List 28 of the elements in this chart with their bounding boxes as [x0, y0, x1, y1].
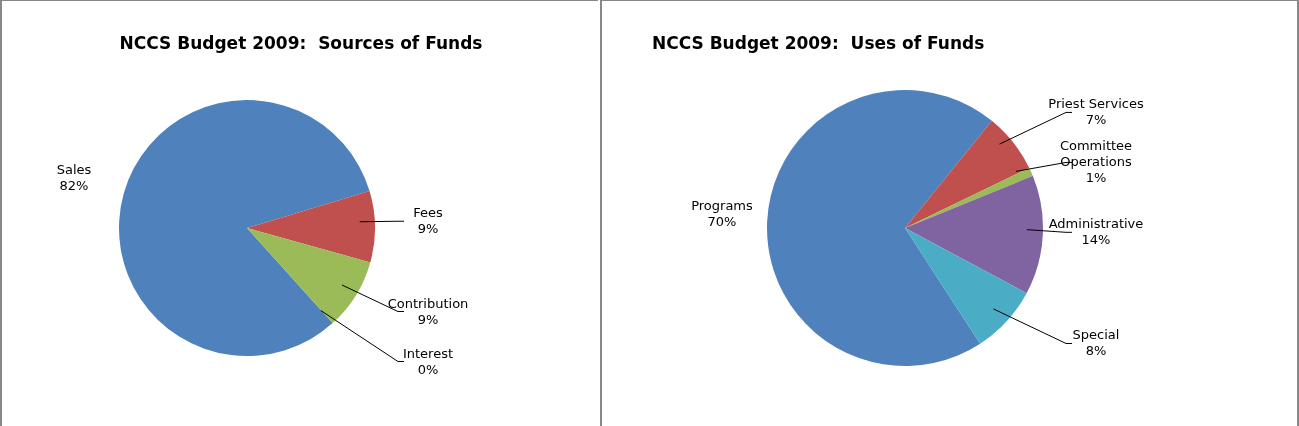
pie-slice	[905, 167, 1033, 228]
slice-label: Special	[1072, 327, 1120, 343]
data-label: 7%	[1085, 112, 1107, 128]
slice-label: Programs	[691, 197, 754, 213]
chart-title: NCCS Budget 2009: Uses of Funds	[652, 33, 985, 53]
chart-title: NCCS Budget 2009: Sources of Funds	[118, 33, 484, 53]
pie-slice	[119, 100, 370, 356]
text: 0%	[417, 361, 439, 377]
slice-label: Administrative	[1048, 216, 1144, 232]
pie-slice	[905, 120, 1030, 228]
slice-label: Committee Operations	[1059, 138, 1133, 170]
category-label: Interest	[402, 345, 454, 361]
pie-slice	[905, 228, 1027, 344]
slice-label: Sales	[56, 161, 92, 177]
data-label: 14%	[1081, 232, 1111, 248]
data-label: 9%	[417, 311, 439, 327]
data-label: 82%	[59, 177, 89, 193]
slice-label: Contribution	[387, 295, 469, 311]
pie-slice	[247, 191, 375, 263]
pie-slice	[905, 175, 1043, 294]
data-label: 8%	[1085, 343, 1107, 359]
pie-slice	[247, 228, 371, 324]
slice-label: Fees	[413, 205, 443, 221]
pie-slice	[767, 90, 992, 366]
data-label: 9%	[417, 221, 439, 237]
data-label: 70%	[707, 213, 737, 229]
data-label: 1%	[1085, 170, 1107, 186]
slice-label: Priest Services	[1048, 96, 1144, 112]
